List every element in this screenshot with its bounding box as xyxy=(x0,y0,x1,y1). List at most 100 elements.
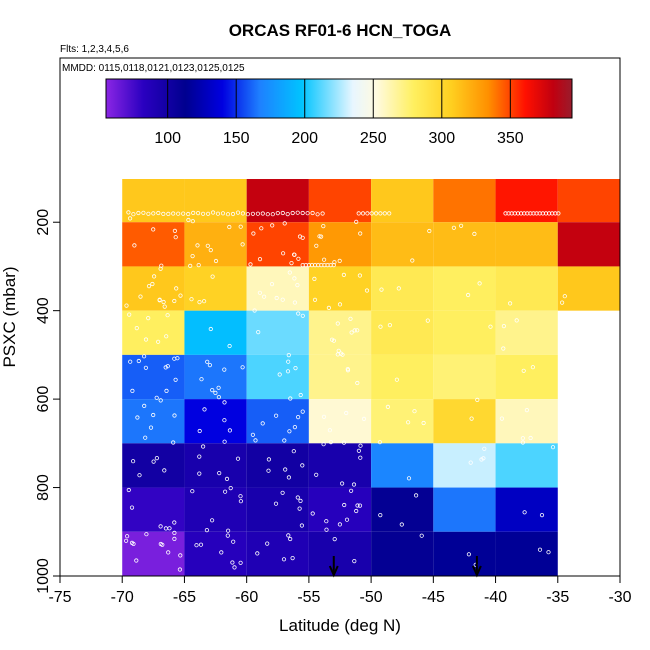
sample-point xyxy=(151,227,156,232)
sample-point xyxy=(216,394,221,400)
sample-point xyxy=(126,210,131,215)
sample-point xyxy=(227,224,232,230)
sample-point xyxy=(274,295,279,301)
sample-point xyxy=(559,300,565,305)
heatmap-cell xyxy=(122,531,185,576)
sample-point xyxy=(488,324,493,329)
sample-point xyxy=(277,372,282,377)
sample-point xyxy=(314,243,319,248)
flights-note: Flts: 1,2,3,4,5,6 xyxy=(60,44,129,55)
heatmap-cell xyxy=(433,222,496,267)
y-tick-label: 1000 xyxy=(35,558,52,594)
sample-point xyxy=(331,338,336,343)
sample-point xyxy=(194,543,199,548)
sample-point xyxy=(537,547,543,552)
sample-point xyxy=(335,321,340,326)
colorbar-tick-label: 350 xyxy=(497,130,524,147)
sample-point xyxy=(546,550,551,555)
sample-point xyxy=(257,290,262,295)
heatmap-cell xyxy=(495,222,558,267)
heatmap-cell xyxy=(308,531,372,576)
heatmap-cell xyxy=(246,266,309,311)
heatmap-cell xyxy=(308,222,372,267)
heatmap-cell xyxy=(557,179,620,223)
sample-point xyxy=(156,210,161,216)
sample-point xyxy=(344,410,349,416)
heatmap-cell xyxy=(308,487,372,532)
sample-point xyxy=(265,541,270,546)
sample-point xyxy=(324,527,329,532)
sample-point xyxy=(166,211,171,216)
heatmap-cell xyxy=(246,310,309,355)
sample-point xyxy=(186,217,191,223)
sample-point xyxy=(320,211,325,216)
sample-point xyxy=(251,231,256,236)
sample-point xyxy=(361,416,367,421)
sample-point xyxy=(202,407,207,412)
sample-point xyxy=(451,225,456,230)
sample-point xyxy=(181,211,186,216)
heatmap-cell xyxy=(495,266,558,311)
sample-point xyxy=(269,281,275,287)
arrow-head xyxy=(471,565,482,578)
sample-point xyxy=(321,257,327,262)
sample-point xyxy=(216,385,221,390)
heatmap-cells xyxy=(122,179,620,576)
sample-point xyxy=(465,292,471,298)
sample-point xyxy=(148,425,154,430)
sample-point xyxy=(337,302,343,307)
sample-point xyxy=(282,438,287,443)
sample-point xyxy=(355,503,360,508)
sample-point xyxy=(292,252,297,257)
sample-point xyxy=(475,397,480,402)
sample-point xyxy=(215,211,221,216)
sample-point xyxy=(240,211,245,216)
sample-point xyxy=(288,396,293,401)
sample-point xyxy=(172,530,177,536)
sample-point xyxy=(238,560,243,565)
sample-point xyxy=(190,219,195,224)
sample-point xyxy=(273,501,279,506)
sample-point xyxy=(235,210,241,215)
sample-point xyxy=(292,300,297,305)
sample-point xyxy=(164,334,169,339)
sample-point xyxy=(220,211,226,216)
sample-points xyxy=(124,210,567,572)
sample-point xyxy=(286,359,291,364)
sample-point xyxy=(222,367,227,372)
sample-point xyxy=(364,288,370,293)
sample-point xyxy=(412,409,417,414)
sample-point xyxy=(226,528,231,533)
sample-point xyxy=(190,489,195,494)
heatmap-cell xyxy=(184,310,247,355)
sample-point xyxy=(161,211,166,216)
sample-point xyxy=(396,286,401,291)
sample-point xyxy=(232,565,237,570)
sample-point xyxy=(197,428,202,434)
sample-point xyxy=(129,505,135,510)
sample-point xyxy=(298,392,303,398)
sample-point xyxy=(387,211,392,216)
sample-point xyxy=(219,550,224,555)
x-tick-label: -60 xyxy=(235,589,258,606)
sample-point xyxy=(156,339,161,344)
sample-point xyxy=(124,538,129,543)
sample-point xyxy=(337,258,342,263)
heatmap-cell xyxy=(184,531,247,576)
sample-point xyxy=(472,231,477,236)
sample-point xyxy=(293,365,298,371)
sample-point xyxy=(296,311,301,316)
sample-point xyxy=(281,557,287,562)
sample-point xyxy=(521,368,526,373)
y-tick-label: 200 xyxy=(35,209,52,236)
sample-point xyxy=(321,414,327,419)
sample-point xyxy=(256,329,261,335)
sample-point xyxy=(255,211,260,216)
sample-point xyxy=(344,517,350,522)
sample-point xyxy=(172,228,177,233)
sample-point xyxy=(300,463,305,468)
plot-frame xyxy=(59,57,621,577)
sample-point xyxy=(556,211,561,216)
sample-point xyxy=(310,511,315,516)
sample-point xyxy=(520,436,526,441)
